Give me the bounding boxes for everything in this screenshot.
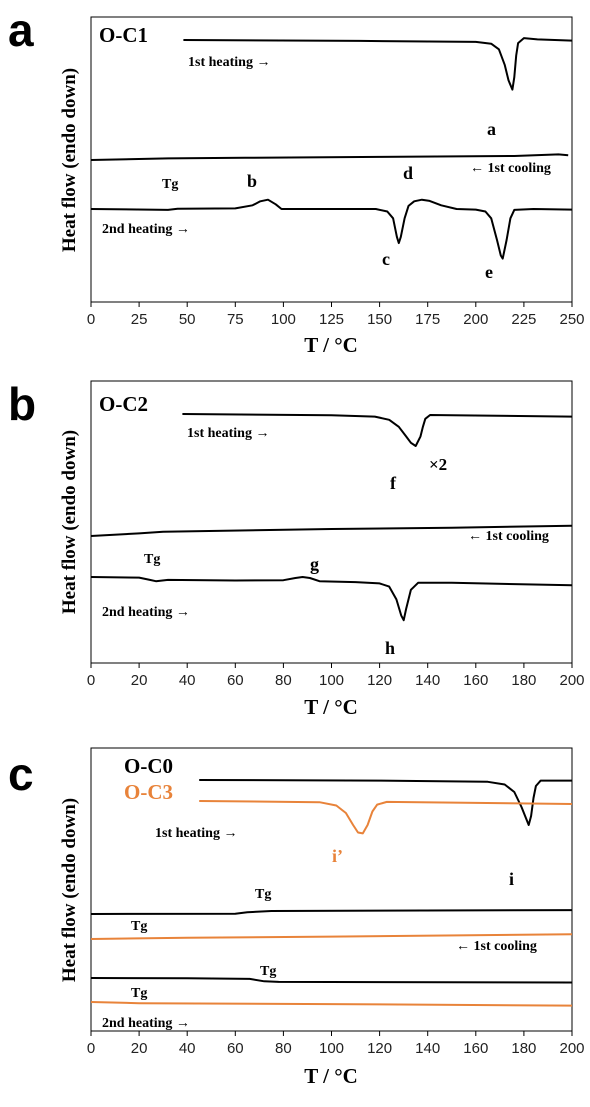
panel-a-xtick-label-5: 125 — [319, 311, 344, 328]
panel-b-xtick-label-2: 40 — [179, 672, 196, 689]
panel-b-peak-f: f — [390, 473, 397, 493]
panel-a-xtick-label-4: 100 — [271, 311, 296, 328]
panel-c-label-tg-c0-cooling: Tg — [255, 887, 271, 902]
panel-b-label-x2: ×2 — [429, 455, 447, 474]
panel-letter-a: a — [8, 4, 34, 56]
panel-b-label-1st-heating: 1st heating → — [187, 426, 269, 441]
panel-a-peak-e: e — [485, 262, 493, 282]
panel-c-xtick-label-8: 160 — [463, 1040, 488, 1057]
panel-b-series-1st-cooling — [90, 524, 573, 537]
panel-b-series-1st-heating — [182, 413, 573, 447]
panel-b-series-2nd-heating — [90, 576, 573, 622]
panel-c-chart: c O-C0 O-C3 Heat flow (endo down) T / °C… — [8, 747, 585, 1088]
panel-b-xlabel: T / °C — [304, 695, 358, 719]
panel-b-xtick-label-6: 120 — [367, 672, 392, 689]
panel-a-peak-d: d — [403, 163, 413, 183]
panel-c-xtick-label-7: 140 — [415, 1040, 440, 1057]
panel-a-series-2nd-heating — [90, 198, 573, 260]
panel-b-xtick-label-7: 140 — [415, 672, 440, 689]
panel-c-series-o-c3-1st-heating — [199, 800, 573, 835]
panel-letter-c: c — [8, 748, 34, 800]
panel-b-peak-h: h — [385, 638, 395, 658]
panel-a-xlabel: T / °C — [304, 333, 358, 357]
panel-a-xtick-label-3: 75 — [227, 311, 244, 328]
panel-c-xtick-label-5: 100 — [319, 1040, 344, 1057]
panel-a-ylabel: Heat flow (endo down) — [59, 68, 80, 252]
panel-c-ylabel: Heat flow (endo down) — [59, 798, 80, 982]
panel-c-xtick-label-2: 40 — [179, 1040, 196, 1057]
panel-b-xtick-label-8: 160 — [463, 672, 488, 689]
panel-b-xtick-label-9: 180 — [511, 672, 536, 689]
panel-b-chart: b O-C2 Heat flow (endo down) T / °C 0 20 4… — [8, 378, 585, 719]
panel-b-label-1st-cooling: ← 1st cooling — [468, 529, 549, 544]
panel-b-frame — [90, 380, 573, 664]
panel-c-label-1st-heating: 1st heating → — [155, 826, 237, 841]
panel-c-xticks: 0 20 40 60 80 100 120 140 160 180 200 — [87, 1031, 585, 1057]
panel-a-curves — [90, 37, 573, 260]
panel-c-xtick-label-10: 200 — [559, 1040, 584, 1057]
panel-a-xtick-label-9: 225 — [511, 311, 536, 328]
panel-b-xticks: 0 20 40 60 80 100 120 140 160 180 200 — [87, 663, 585, 689]
panel-a-peak-b: b — [247, 171, 257, 191]
panel-a-label-tg: Tg — [162, 177, 178, 192]
panel-c-label-tg-c0-2nd: Tg — [260, 964, 276, 979]
legend-o-c0: O-C0 — [124, 754, 173, 778]
panel-a-label-1st-heating: 1st heating → — [188, 55, 270, 70]
panel-letter-b: b — [8, 378, 36, 430]
panel-a-series-1st-cooling — [90, 153, 569, 161]
panel-a-xtick-label-10: 250 — [559, 311, 584, 328]
panel-a-label-2nd-heating: 2nd heating → — [102, 222, 190, 237]
panel-a-peak-a: a — [487, 119, 496, 139]
panel-a-xticks: 0 25 50 75 100 125 150 175 200 225 250 — [87, 302, 585, 328]
panel-c-series-o-c0-2nd-heating — [90, 977, 573, 984]
panel-a-label-1st-cooling: ← 1st cooling — [470, 161, 551, 176]
panel-c-peak-i-prime: i’ — [332, 846, 343, 866]
panel-a-series-1st-heating — [183, 37, 573, 91]
panel-b-xtick-label-0: 0 — [87, 672, 95, 689]
panel-b-xtick-label-3: 60 — [227, 672, 244, 689]
panel-c-xtick-label-3: 60 — [227, 1040, 244, 1057]
panel-b-xtick-label-10: 200 — [559, 672, 584, 689]
panel-c-xtick-label-4: 80 — [275, 1040, 292, 1057]
panel-c-label-2nd-heating: 2nd heating → — [102, 1016, 190, 1031]
panel-c-label-1st-cooling: ← 1st cooling — [456, 939, 537, 954]
panel-a-xtick-label-7: 175 — [415, 311, 440, 328]
panel-c-xlabel: T / °C — [304, 1064, 358, 1088]
panel-c-series-o-c0-1st-cooling — [90, 909, 573, 915]
panel-c-label-tg-c3-cooling: Tg — [131, 919, 147, 934]
panel-b-ylabel: Heat flow (endo down) — [59, 430, 80, 614]
panel-b-xtick-label-5: 100 — [319, 672, 344, 689]
panel-a-chart: a O-C1 Heat flow (endo down) T / °C 0 25 5… — [8, 4, 585, 357]
panel-c-peak-i: i — [509, 869, 514, 889]
panel-c-series-o-c3-1st-cooling — [90, 933, 573, 940]
panel-c-xtick-label-1: 20 — [131, 1040, 148, 1057]
panel-b-label-tg: Tg — [144, 552, 160, 567]
panel-a-xtick-label-2: 50 — [179, 311, 196, 328]
panel-c-xtick-label-9: 180 — [511, 1040, 536, 1057]
panel-c-label-tg-c3-2nd: Tg — [131, 986, 147, 1001]
panel-a-peak-c: c — [382, 249, 390, 269]
panel-a-xtick-label-0: 0 — [87, 311, 95, 328]
panel-b-xtick-label-1: 20 — [131, 672, 148, 689]
panel-c-curves — [90, 779, 573, 1007]
panel-b-title: O-C2 — [99, 392, 148, 416]
panel-b-curves — [90, 413, 573, 622]
panel-a-xtick-label-8: 200 — [463, 311, 488, 328]
panel-c-xtick-label-0: 0 — [87, 1040, 95, 1057]
legend-o-c3: O-C3 — [124, 780, 173, 804]
panel-b-peak-g: g — [310, 554, 319, 574]
panel-a-xtick-label-1: 25 — [131, 311, 148, 328]
panel-a-title: O-C1 — [99, 23, 148, 47]
panel-c-series-o-c0-1st-heating — [199, 779, 572, 826]
panel-a-xtick-label-6: 150 — [367, 311, 392, 328]
panel-c-series-o-c3-2nd-heating — [90, 1001, 573, 1007]
panel-b-xtick-label-4: 80 — [275, 672, 292, 689]
panel-c-xtick-label-6: 120 — [367, 1040, 392, 1057]
panel-b-label-2nd-heating: 2nd heating → — [102, 605, 190, 620]
